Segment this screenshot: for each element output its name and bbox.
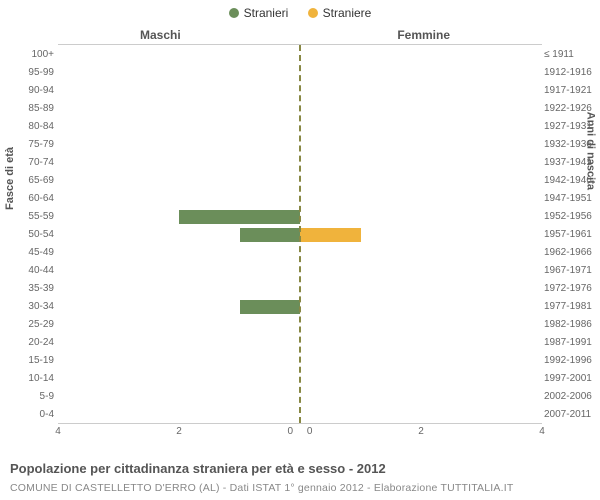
birth-year-label: 1927-1931 — [544, 118, 598, 136]
birth-year-label: 1937-1941 — [544, 154, 598, 172]
x-tick: 4 — [539, 426, 545, 437]
age-label: 75-79 — [14, 136, 54, 154]
legend: Stranieri Straniere — [0, 6, 600, 21]
x-axis: 4 2 0 0 2 4 — [58, 424, 542, 444]
x-tick: 0 — [307, 426, 313, 437]
birth-year-label: 1982-1986 — [544, 316, 598, 334]
birth-year-label: 2007-2011 — [544, 406, 598, 424]
age-label: 15-19 — [14, 352, 54, 370]
age-label: 95-99 — [14, 64, 54, 82]
title-maschi: Maschi — [140, 28, 181, 42]
birth-year-label: 1922-1926 — [544, 100, 598, 118]
x-tick: 4 — [55, 426, 61, 437]
age-label: 65-69 — [14, 172, 54, 190]
age-label: 100+ — [14, 46, 54, 64]
birth-year-label: 1912-1916 — [544, 64, 598, 82]
birth-year-label: 1997-2001 — [544, 370, 598, 388]
title-femmine: Femmine — [397, 28, 450, 42]
age-label: 25-29 — [14, 316, 54, 334]
age-label: 80-84 — [14, 118, 54, 136]
age-label: 45-49 — [14, 244, 54, 262]
legend-label: Stranieri — [244, 6, 289, 20]
age-label: 90-94 — [14, 82, 54, 100]
birth-year-label: 1932-1936 — [544, 136, 598, 154]
birth-year-label: 1952-1956 — [544, 208, 598, 226]
bar-male — [240, 300, 301, 314]
birth-year-label: ≤ 1911 — [544, 46, 598, 64]
birth-year-label: 1957-1961 — [544, 226, 598, 244]
chart-source: COMUNE DI CASTELLETTO D'ERRO (AL) - Dati… — [10, 482, 513, 494]
swatch-female — [308, 8, 318, 18]
age-label: 10-14 — [14, 370, 54, 388]
age-label: 0-4 — [14, 406, 54, 424]
age-label: 85-89 — [14, 100, 54, 118]
age-label: 50-54 — [14, 226, 54, 244]
birth-year-label: 1917-1921 — [544, 82, 598, 100]
birth-year-label: 1992-1996 — [544, 352, 598, 370]
birth-year-label: 1967-1971 — [544, 262, 598, 280]
x-tick: 0 — [288, 426, 294, 437]
birth-year-label: 2002-2006 — [544, 388, 598, 406]
birth-year-label: 1987-1991 — [544, 334, 598, 352]
x-tick: 2 — [176, 426, 182, 437]
bar-male — [179, 210, 300, 224]
swatch-male — [229, 8, 239, 18]
age-label: 35-39 — [14, 280, 54, 298]
age-label: 20-24 — [14, 334, 54, 352]
birth-year-label: 1947-1951 — [544, 190, 598, 208]
birth-year-label: 1972-1976 — [544, 280, 598, 298]
legend-item-straniere: Straniere — [308, 6, 372, 20]
age-label: 5-9 — [14, 388, 54, 406]
legend-item-stranieri: Stranieri — [229, 6, 289, 20]
age-label: 60-64 — [14, 190, 54, 208]
center-divider — [299, 45, 301, 423]
x-tick: 2 — [418, 426, 424, 437]
bar-female — [300, 228, 361, 242]
age-label: 55-59 — [14, 208, 54, 226]
age-label: 30-34 — [14, 298, 54, 316]
birth-year-label: 1942-1946 — [544, 172, 598, 190]
birth-year-label: 1977-1981 — [544, 298, 598, 316]
bar-male — [240, 228, 301, 242]
birth-year-label: 1962-1966 — [544, 244, 598, 262]
age-label: 40-44 — [14, 262, 54, 280]
legend-label: Straniere — [323, 6, 372, 20]
chart-plot-area: 100+≤ 191195-991912-191690-941917-192185… — [58, 44, 542, 424]
age-label: 70-74 — [14, 154, 54, 172]
chart-title: Popolazione per cittadinanza straniera p… — [10, 461, 386, 476]
